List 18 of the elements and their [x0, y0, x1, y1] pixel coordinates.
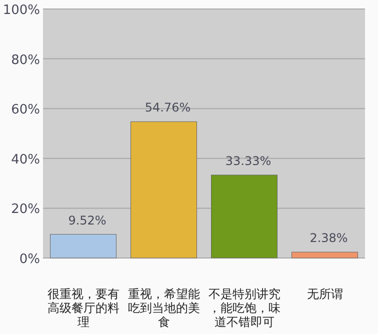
data-label: 2.38% — [310, 231, 348, 246]
data-label: 33.33% — [225, 154, 272, 168]
bar — [211, 174, 278, 258]
x-tick-label: 重视，希望能吃到当地的美食 — [128, 287, 200, 329]
data-label: 9.52% — [68, 213, 106, 228]
x-tick-label: 不是特别讲究，能吃饱，味道不错即可 — [208, 287, 280, 329]
y-tick-label: 80% — [11, 52, 40, 68]
bar — [50, 234, 116, 258]
y-tick-label: 0% — [19, 252, 40, 267]
y-tick-label: 60% — [11, 102, 40, 118]
bar — [130, 121, 197, 258]
y-tick-label: 40% — [11, 152, 40, 168]
x-tick-label: 无所谓 — [306, 287, 343, 301]
bar — [292, 252, 358, 258]
x-tick-label: 很重视，要有高级餐厅的料理 — [47, 287, 120, 329]
y-tick-label: 100% — [2, 3, 40, 18]
y-tick-label: 20% — [11, 202, 40, 218]
data-label: 54.76% — [144, 100, 191, 115]
